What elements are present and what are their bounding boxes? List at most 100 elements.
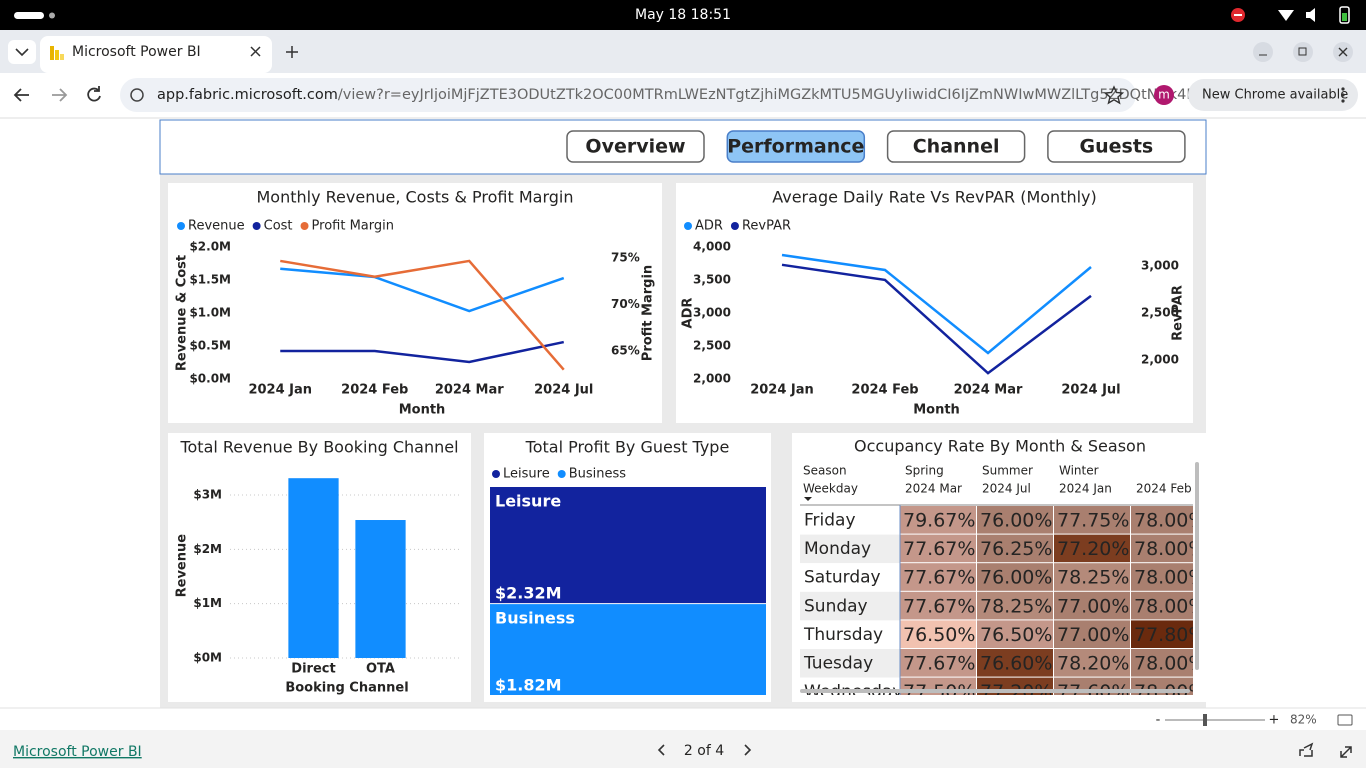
series-line: [781, 263, 1092, 375]
matrix-cell[interactable]: [1131, 620, 1207, 648]
y-tick-label: $0.0M: [189, 372, 231, 386]
cell-value: 78.25%: [980, 595, 1052, 617]
matrix-cell[interactable]: [1054, 591, 1130, 620]
fullscreen-button[interactable]: [1340, 746, 1352, 758]
profile-initial: m: [1158, 88, 1170, 102]
matrix-cell[interactable]: [900, 649, 976, 677]
legend-label: Cost: [264, 219, 293, 234]
active-tab[interactable]: [40, 36, 272, 73]
clock[interactable]: May 18 18:51: [635, 7, 731, 23]
vertical-scrollbar[interactable]: [1195, 462, 1199, 670]
workspace-indicator[interactable]: [14, 12, 44, 19]
new-tab[interactable]: [286, 46, 298, 58]
matrix-cell[interactable]: [1054, 506, 1130, 534]
cell-value: 79.67%: [903, 510, 975, 532]
favicon-bar: [60, 54, 64, 60]
minimize-button[interactable]: [1253, 42, 1273, 62]
matrix-cell[interactable]: [1054, 649, 1130, 677]
bookmark-star[interactable]: [1103, 85, 1125, 105]
prev-page[interactable]: [657, 744, 665, 756]
status-bar: [0, 708, 1366, 730]
cell-value: 76.50%: [980, 624, 1052, 646]
matrix-cell[interactable]: [977, 534, 1053, 563]
nav-button[interactable]: [726, 130, 866, 163]
matrix-cell[interactable]: [1054, 534, 1130, 563]
wifi-icon[interactable]: [1278, 10, 1294, 21]
y-axis-title: ADR: [681, 298, 696, 329]
matrix-cell[interactable]: [900, 563, 976, 591]
matrix-cell[interactable]: [977, 620, 1053, 648]
horizontal-scrollbar[interactable]: [800, 689, 1190, 693]
fit-to-page[interactable]: [1337, 714, 1353, 726]
page-indicator: 2 of 4: [684, 743, 724, 759]
y-tick-label: $1M: [193, 596, 222, 610]
row-header-cell: [800, 591, 900, 621]
nav-button[interactable]: [886, 130, 1026, 163]
share-button[interactable]: [1299, 742, 1314, 757]
reload-button[interactable]: [87, 86, 101, 102]
volume-icon[interactable]: [1306, 8, 1315, 22]
x-tick-label: 2024 Jan: [248, 383, 312, 398]
sort-indicator[interactable]: [804, 497, 812, 501]
matrix-cell[interactable]: [900, 506, 976, 534]
tile-label: Business: [495, 609, 575, 628]
site-info[interactable]: [130, 88, 144, 102]
x-tick-label: 2024 Jul: [534, 383, 593, 398]
bar[interactable]: [288, 478, 339, 658]
matrix-cell[interactable]: [1131, 649, 1207, 677]
zoom-out[interactable]: -: [1156, 713, 1161, 728]
nav-button[interactable]: [1047, 130, 1186, 163]
matrix-cell[interactable]: [1131, 563, 1207, 591]
x-tick-label: 2024 Feb: [851, 383, 918, 398]
update-label: New Chrome available: [1202, 88, 1348, 103]
omnibox[interactable]: [120, 78, 1136, 112]
next-page[interactable]: [744, 744, 752, 756]
battery-level: [1342, 13, 1347, 21]
y-tick-label: $2M: [193, 542, 222, 556]
x-tick-label: 2024 Mar: [954, 383, 1023, 398]
zoom-in[interactable]: +: [1269, 713, 1280, 728]
row-label: Tuesday: [803, 654, 873, 674]
dnd-bar: [1234, 14, 1242, 16]
menu-dot: [1341, 87, 1345, 91]
row-label: Saturday: [804, 568, 881, 588]
legend-marker: [684, 222, 692, 230]
profile-avatar[interactable]: [1154, 85, 1174, 105]
bar[interactable]: [355, 520, 406, 658]
column-month: 2024 Jan: [1059, 482, 1112, 496]
y-axis-title: Revenue: [175, 534, 190, 598]
matrix-cell[interactable]: [1131, 506, 1207, 534]
column-month: 2024 Jul: [982, 482, 1031, 496]
row-label: Monday: [804, 539, 871, 559]
y-tick-label: $0M: [193, 651, 222, 665]
cell-value: 77.00%: [1057, 595, 1129, 617]
matrix-cell[interactable]: [977, 591, 1053, 620]
matrix-cell[interactable]: [977, 649, 1053, 677]
matrix-cell[interactable]: [1131, 534, 1207, 563]
maximize-button[interactable]: [1293, 42, 1313, 62]
nav-button[interactable]: [566, 130, 705, 163]
product-link[interactable]: Microsoft Power BI: [13, 744, 142, 760]
matrix-cell[interactable]: [977, 506, 1053, 534]
back-button[interactable]: [13, 88, 29, 102]
matrix-cell[interactable]: [900, 534, 976, 563]
treemap-tile[interactable]: [490, 487, 766, 604]
workspace-dot[interactable]: [49, 12, 55, 19]
matrix-cell[interactable]: [900, 620, 976, 648]
menu-dot: [1341, 93, 1345, 97]
matrix-cell[interactable]: [1054, 620, 1130, 648]
tab-close[interactable]: [250, 46, 261, 57]
matrix-cell[interactable]: [977, 563, 1053, 591]
y-tick-label: 2,500: [693, 339, 731, 353]
matrix-cell[interactable]: [1054, 563, 1130, 591]
treemap-tile[interactable]: [490, 604, 766, 695]
battery-icon[interactable]: [1339, 6, 1350, 24]
y2-tick-label: 65%: [611, 344, 640, 358]
matrix-cell[interactable]: [900, 591, 976, 620]
matrix-cell[interactable]: [1131, 591, 1207, 620]
forward-button[interactable]: [52, 88, 68, 102]
update-button[interactable]: [1188, 79, 1358, 111]
tab-search[interactable]: [8, 40, 36, 64]
zoom-thumb[interactable]: [1203, 714, 1207, 726]
page-navigation: Overview Performance Channel Guests: [566, 130, 1186, 163]
